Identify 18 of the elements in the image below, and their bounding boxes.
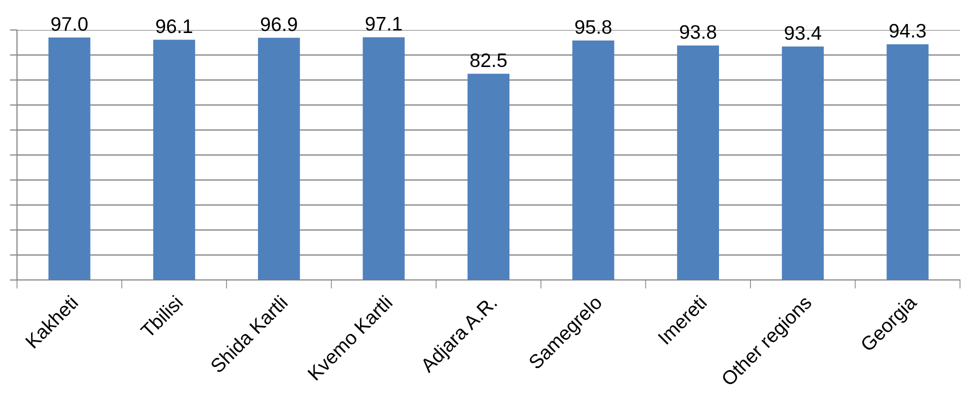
- data-label: 82.5: [470, 53, 507, 68]
- data-label: 94.3: [890, 24, 926, 38]
- bar: [572, 40, 614, 280]
- data-label: 97.0: [51, 17, 88, 31]
- bar: [362, 37, 405, 280]
- data-label: 95.8: [575, 20, 612, 34]
- data-label: 93.8: [680, 25, 716, 39]
- data-label: 97.1: [366, 16, 402, 31]
- bar: [48, 38, 90, 280]
- data-label: 96.9: [260, 17, 297, 32]
- bar: [782, 46, 824, 280]
- bar: [258, 38, 300, 280]
- bar: [468, 74, 510, 280]
- data-label: 93.4: [784, 26, 822, 40]
- bar: [677, 46, 720, 280]
- data-label: 96.1: [156, 19, 192, 34]
- bar: [886, 44, 929, 280]
- bar: [153, 40, 196, 280]
